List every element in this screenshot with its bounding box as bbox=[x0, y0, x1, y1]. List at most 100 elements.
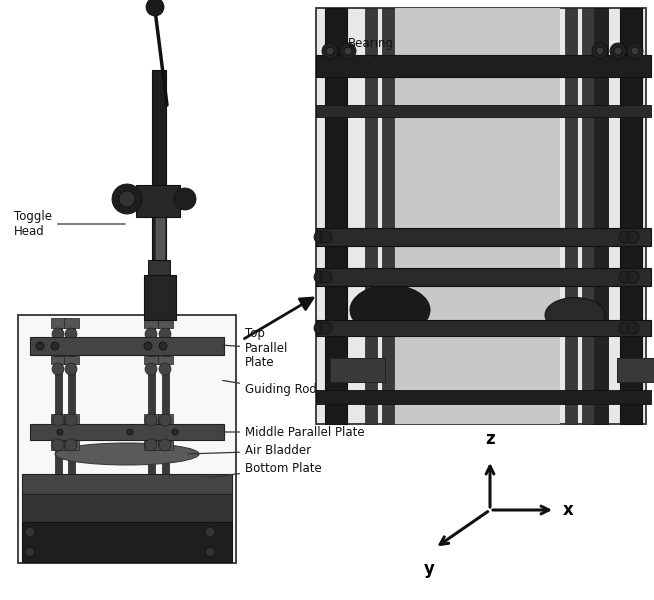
Circle shape bbox=[112, 184, 142, 214]
Bar bbox=[382, 8, 394, 424]
Bar bbox=[64, 441, 79, 450]
Circle shape bbox=[205, 527, 215, 537]
Circle shape bbox=[65, 363, 77, 375]
Circle shape bbox=[36, 342, 44, 350]
Circle shape bbox=[596, 47, 604, 55]
Circle shape bbox=[314, 271, 326, 283]
Circle shape bbox=[205, 547, 215, 557]
Circle shape bbox=[65, 439, 77, 451]
Bar bbox=[316, 105, 651, 117]
Circle shape bbox=[174, 188, 196, 210]
Circle shape bbox=[631, 47, 639, 55]
Circle shape bbox=[320, 322, 332, 334]
Circle shape bbox=[52, 414, 64, 426]
Bar bbox=[316, 320, 651, 336]
Bar bbox=[30, 424, 224, 440]
Circle shape bbox=[65, 414, 77, 426]
Circle shape bbox=[52, 439, 64, 451]
Circle shape bbox=[159, 439, 171, 451]
Bar bbox=[51, 356, 66, 364]
Circle shape bbox=[145, 328, 157, 340]
Circle shape bbox=[627, 271, 639, 283]
Bar bbox=[30, 337, 224, 355]
Bar bbox=[144, 414, 159, 423]
Bar bbox=[395, 8, 560, 424]
Bar bbox=[565, 8, 577, 424]
Circle shape bbox=[320, 271, 332, 283]
Circle shape bbox=[340, 43, 356, 59]
Bar bbox=[158, 356, 173, 364]
Circle shape bbox=[159, 342, 167, 350]
Circle shape bbox=[145, 363, 157, 375]
Ellipse shape bbox=[545, 298, 605, 332]
Circle shape bbox=[610, 43, 626, 59]
Bar bbox=[330, 358, 385, 382]
Bar bbox=[148, 322, 155, 555]
Bar bbox=[64, 318, 79, 328]
Bar bbox=[64, 414, 79, 423]
Circle shape bbox=[159, 414, 171, 426]
Bar bbox=[22, 494, 232, 522]
Bar bbox=[158, 441, 173, 450]
Bar bbox=[365, 8, 377, 424]
Bar bbox=[144, 441, 159, 450]
Bar bbox=[51, 441, 66, 450]
Circle shape bbox=[127, 429, 133, 435]
Circle shape bbox=[314, 322, 326, 334]
Circle shape bbox=[145, 414, 157, 426]
Text: Toggle
Head: Toggle Head bbox=[14, 210, 125, 238]
Text: Bearing: Bearing bbox=[348, 37, 394, 57]
Circle shape bbox=[314, 231, 326, 243]
Bar bbox=[325, 8, 347, 424]
Bar bbox=[22, 522, 232, 562]
Bar bbox=[620, 8, 642, 424]
Bar bbox=[144, 356, 159, 364]
Circle shape bbox=[146, 0, 164, 16]
Bar bbox=[316, 390, 651, 404]
Circle shape bbox=[619, 271, 631, 283]
Text: x: x bbox=[563, 501, 574, 519]
Circle shape bbox=[619, 231, 631, 243]
Bar bbox=[617, 358, 654, 382]
Circle shape bbox=[145, 439, 157, 451]
Circle shape bbox=[159, 363, 171, 375]
Circle shape bbox=[344, 47, 352, 55]
Circle shape bbox=[326, 47, 334, 55]
Text: Bottom Plate: Bottom Plate bbox=[208, 461, 322, 478]
Bar bbox=[158, 414, 173, 423]
Bar bbox=[316, 55, 651, 77]
Bar bbox=[316, 228, 651, 246]
Ellipse shape bbox=[55, 443, 199, 465]
Circle shape bbox=[320, 231, 332, 243]
Circle shape bbox=[159, 328, 171, 340]
Circle shape bbox=[627, 231, 639, 243]
Bar bbox=[316, 268, 651, 286]
Circle shape bbox=[25, 527, 35, 537]
Circle shape bbox=[614, 47, 622, 55]
Circle shape bbox=[619, 322, 631, 334]
Bar bbox=[582, 8, 594, 424]
Circle shape bbox=[172, 429, 178, 435]
Bar bbox=[68, 322, 75, 555]
Bar bbox=[144, 318, 159, 328]
Bar bbox=[51, 414, 66, 423]
Circle shape bbox=[627, 322, 639, 334]
Text: Guiding Rod: Guiding Rod bbox=[223, 380, 317, 397]
Bar bbox=[152, 70, 166, 265]
Circle shape bbox=[52, 363, 64, 375]
Text: z: z bbox=[485, 430, 495, 448]
Bar bbox=[55, 322, 62, 555]
Bar bbox=[136, 185, 180, 217]
Bar bbox=[18, 315, 236, 563]
Text: Air Bladder: Air Bladder bbox=[188, 445, 311, 457]
Circle shape bbox=[592, 43, 608, 59]
Bar bbox=[590, 8, 608, 424]
Bar bbox=[155, 217, 165, 282]
Bar bbox=[64, 356, 79, 364]
Circle shape bbox=[25, 547, 35, 557]
Bar bbox=[148, 260, 170, 278]
Text: Top
Parallel
Plate: Top Parallel Plate bbox=[223, 326, 288, 370]
Circle shape bbox=[627, 43, 643, 59]
Ellipse shape bbox=[350, 285, 430, 335]
Bar bbox=[158, 318, 173, 328]
